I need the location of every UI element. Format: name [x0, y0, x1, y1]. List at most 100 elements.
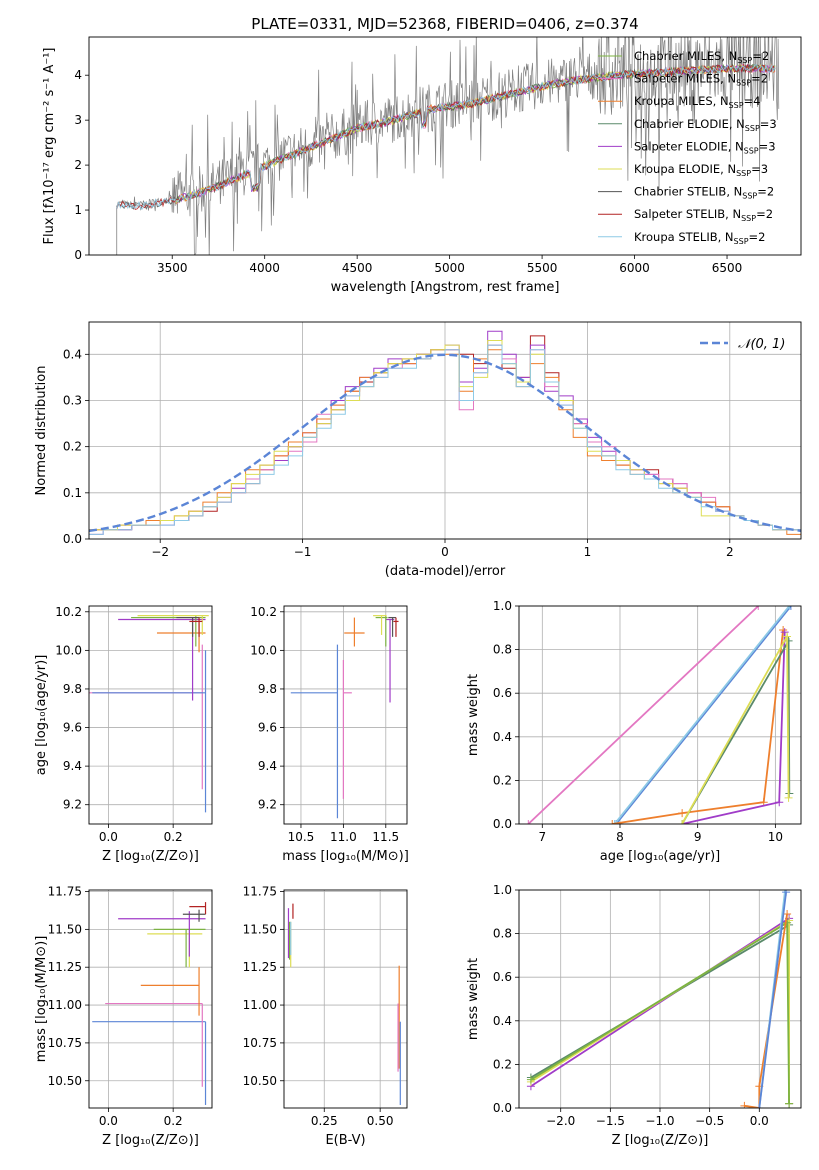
plot-area — [92, 902, 207, 1105]
massweight-vs-metallicity-plot: −2.0 −1.5 −1.0 −0.5 0.0 0.0 0.2 0.4 0.6 0.8 1.0 Z [… — [466, 883, 802, 1148]
x-tick-label: −2 — [151, 545, 169, 559]
mass-weight-marker — [783, 909, 792, 918]
x-tick-label: 4500 — [342, 261, 373, 275]
y-tick-label: 9.2 — [63, 798, 82, 812]
y-tick-label: 9.4 — [258, 759, 277, 773]
legend-entry-subscript: SSP — [729, 101, 744, 110]
legend-entry-count: =3 — [759, 139, 776, 153]
residual-histogram-plot: 𝒩(0, 1) −2 −1 0 1 2 0.0 0.1 0.2 0.3 0.4 (data-model… — [34, 321, 802, 579]
y-tick-label: 0.0 — [63, 532, 82, 546]
x-tick-label: −1.5 — [596, 1114, 625, 1128]
y-tick-label: 9.6 — [63, 721, 82, 735]
y-tick-label: 9.8 — [63, 682, 82, 696]
y-tick-label: 10.0 — [55, 643, 82, 657]
axes-frame — [283, 605, 408, 825]
y-tick-label: 10.50 — [48, 1074, 82, 1088]
y-tick-label: 0.2 — [493, 1057, 512, 1071]
legend-entry-count: =2 — [756, 207, 773, 221]
x-tick-label: −0.5 — [695, 1114, 724, 1128]
y-tick-label: 10.75 — [48, 1036, 82, 1050]
age-vs-mass-plot: 10.5 11.0 11.5 9.2 9.4 9.6 9.8 10.0 10.2 mass [lo… — [250, 605, 408, 864]
histogram-step-line — [89, 344, 801, 539]
x-tick-label: −2.0 — [546, 1114, 575, 1128]
model-spectrum-line — [116, 62, 776, 210]
y-tick-label: 0 — [74, 248, 82, 262]
y-tick-label: 0.0 — [493, 817, 512, 831]
y-tick-label: 0.8 — [493, 927, 512, 941]
y-tick-label: 1.0 — [493, 599, 512, 613]
gaussian-reference-curve — [89, 353, 801, 533]
x-tick-label: 0.0 — [750, 1114, 769, 1128]
x-tick-label: 0.25 — [311, 1114, 338, 1128]
x-axis-label: Z [log₁₀(Z/Z⊙)] — [102, 849, 199, 864]
y-tick-label: 9.8 — [258, 682, 277, 696]
legend-entry: 𝒩(0, 1) — [738, 337, 785, 352]
x-tick-label: 5000 — [434, 261, 465, 275]
mass-weight-marker — [526, 1075, 535, 1084]
age-vs-metallicity-plot: 0.0 0.2 9.2 9.4 9.6 9.8 10.0 10.2 Z [log₁₀(Z/Z⊙)… — [34, 605, 213, 864]
legend-entry: Salpeter ELODIE, NSSP=3 — [634, 139, 776, 155]
axes-frame — [518, 889, 802, 1109]
plot-area — [89, 615, 209, 813]
y-tick-label: 0.0 — [493, 1101, 512, 1115]
plot-area — [287, 903, 401, 1105]
x-tick-label: 9 — [694, 830, 702, 844]
x-tick-label: 4000 — [249, 261, 280, 275]
y-tick-label: 10.50 — [243, 1074, 277, 1088]
legend-entry-subscript: SSP — [744, 146, 759, 155]
mass-weight-marker — [784, 793, 793, 802]
y-tick-label: 0.6 — [493, 686, 512, 700]
y-axis-label: mass [log₁₀(M/M⊙)] — [34, 936, 49, 1063]
x-axis-label: wavelength [Angstrom, rest frame] — [331, 280, 560, 295]
y-axis-label: Normed distribution — [34, 366, 49, 496]
legend-entry-name: Kroupa ELODIE, N — [634, 162, 736, 176]
y-tick-label: 1 — [74, 203, 82, 217]
legend-entry: Kroupa ELODIE, NSSP=3 — [634, 162, 768, 178]
legend-entry-subscript: SSP — [736, 79, 751, 88]
mass-weight-marker — [779, 625, 788, 634]
y-tick-label: 0.4 — [493, 1014, 512, 1028]
x-tick-label: 3500 — [157, 261, 188, 275]
y-tick-label: 11.00 — [243, 998, 277, 1012]
legend-entry-subscript: SSP — [737, 56, 752, 65]
y-tick-label: 10.0 — [250, 643, 277, 657]
legend-entry-name: Salpeter STELIB, N — [634, 207, 741, 221]
y-tick-label: 11.50 — [243, 922, 277, 936]
y-tick-label: 0.8 — [493, 643, 512, 657]
figure-title: PLATE=0331, MJD=52368, FIBERID=0406, z=0… — [251, 15, 638, 33]
x-tick-label: 8 — [616, 830, 624, 844]
legend-entry: Chabrier STELIB, NSSP=2 — [634, 185, 774, 201]
y-tick-label: 11.75 — [243, 885, 277, 899]
x-tick-label: 0.50 — [367, 1114, 394, 1128]
x-tick-label: 0.2 — [164, 830, 183, 844]
y-tick-label: 10.2 — [55, 605, 82, 619]
mass-weight-marker — [785, 1099, 794, 1108]
axes-frame — [88, 36, 802, 256]
legend-entry: Salpeter MILES, NSSP=2 — [634, 72, 768, 88]
legend-entry: Kroupa STELIB, NSSP=2 — [634, 230, 765, 246]
y-tick-label: 11.50 — [48, 922, 82, 936]
mass-weight-marker — [786, 606, 795, 610]
legend-entry-name: Salpeter MILES, N — [634, 72, 736, 86]
legend-entry-count: =2 — [757, 185, 774, 199]
x-axis-label: Z [log₁₀(Z/Z⊙)] — [612, 1133, 709, 1148]
mass-weight-marker — [524, 820, 533, 824]
legend-entry: Salpeter STELIB, NSSP=2 — [634, 207, 773, 223]
legend-entry-name: Kroupa STELIB, N — [634, 230, 734, 244]
mass-weight-marker — [755, 1104, 764, 1108]
y-tick-label: 3 — [74, 113, 82, 127]
mass-weight-marker — [782, 890, 791, 897]
x-tick-label: 11.0 — [330, 830, 357, 844]
y-tick-label: 0.3 — [63, 393, 82, 407]
y-tick-label: 0.6 — [493, 970, 512, 984]
y-axis-label: Flux [fλ10⁻¹⁷ erg cm⁻² s⁻¹ A⁻¹] — [42, 48, 57, 245]
mass-weight-marker — [740, 1101, 749, 1108]
x-tick-label: 0.0 — [99, 1114, 118, 1128]
legend-entry: Chabrier ELODIE, NSSP=3 — [634, 117, 777, 133]
legend-entry-count: =2 — [749, 230, 766, 244]
mass-weight-line — [613, 606, 791, 824]
legend-entry-name: Chabrier ELODIE, N — [634, 117, 745, 131]
x-tick-label: 0.2 — [164, 1114, 183, 1128]
x-axis-label: E(B-V) — [325, 1133, 365, 1148]
x-tick-label: 0.0 — [99, 830, 118, 844]
